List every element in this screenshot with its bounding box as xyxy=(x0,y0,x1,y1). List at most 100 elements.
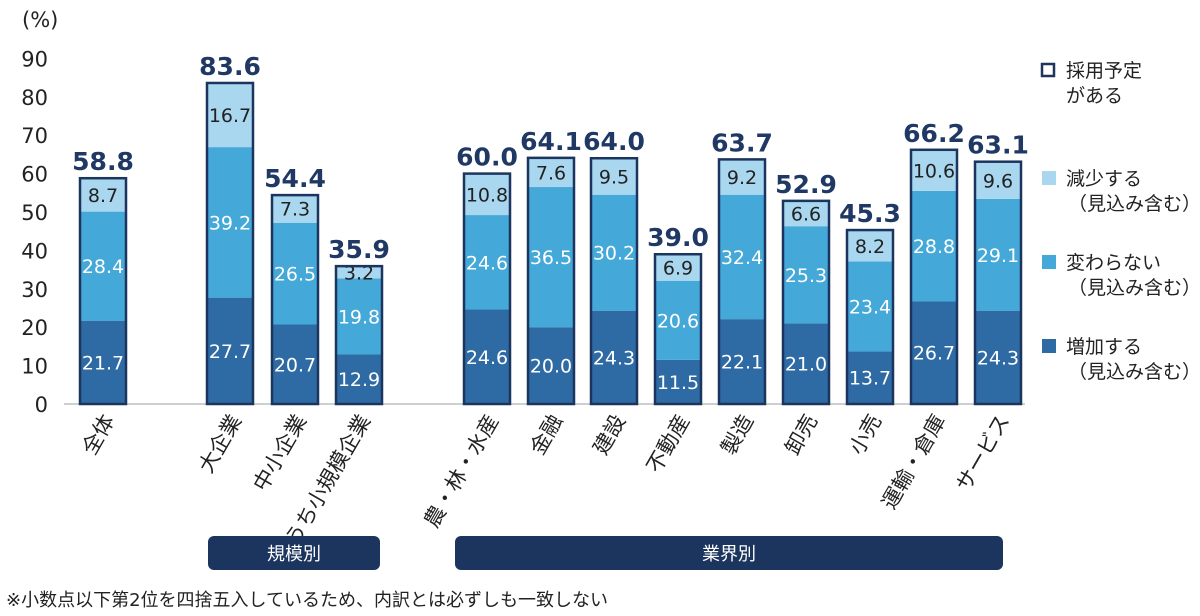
data-label: 29.1 xyxy=(977,245,1019,267)
bar-segment xyxy=(655,280,701,360)
data-label: 6.6 xyxy=(791,204,821,226)
bar-segment xyxy=(528,157,574,188)
bar-segment xyxy=(207,297,253,404)
total-outline xyxy=(78,176,128,406)
data-label: 10.6 xyxy=(913,161,955,183)
bar-segment xyxy=(80,320,126,404)
bar-segment xyxy=(783,226,829,324)
bar-segment xyxy=(847,230,893,262)
bar-segment xyxy=(528,327,574,404)
data-label: 24.3 xyxy=(593,347,635,369)
total-outline xyxy=(717,158,767,406)
bar-segment xyxy=(591,310,637,404)
data-label: 9.2 xyxy=(727,167,757,189)
bar-segment xyxy=(783,323,829,404)
y-tick-label: 20 xyxy=(21,316,48,340)
total-label: 54.4 xyxy=(264,164,326,193)
total-outline xyxy=(845,228,895,406)
data-label: 12.9 xyxy=(338,369,380,391)
category-label: 運輸・倉庫 xyxy=(877,411,950,514)
total-outline xyxy=(334,264,384,406)
y-tick-label: 40 xyxy=(21,239,48,263)
total-label: 35.9 xyxy=(328,235,390,264)
bar-segment xyxy=(719,159,765,195)
total-outline xyxy=(589,156,639,406)
category-label: サービス xyxy=(952,411,1015,496)
total-label: 58.8 xyxy=(72,147,134,176)
data-label: 6.9 xyxy=(663,257,693,279)
bar-segment xyxy=(272,194,318,223)
bar-segment xyxy=(847,261,893,352)
y-tick-label: 0 xyxy=(35,393,48,417)
category-label: 大企業 xyxy=(194,411,246,478)
total-outline xyxy=(270,193,320,406)
y-axis-unit: (%) xyxy=(22,8,58,32)
bar-segment xyxy=(272,324,318,404)
data-label: 9.6 xyxy=(983,171,1013,193)
bar-segment xyxy=(591,194,637,311)
bar-segment xyxy=(336,266,382,279)
data-label: 13.7 xyxy=(849,368,891,390)
bar-segment xyxy=(464,173,510,216)
footnote: ※小数点以下第2位を四捨五入しているため、内訳とは必ずしも一致しない xyxy=(6,590,608,611)
total-label: 63.1 xyxy=(967,131,1029,160)
bar-segment xyxy=(911,301,957,404)
total-outline xyxy=(526,156,576,406)
data-label: 20.0 xyxy=(530,356,572,378)
bar-segment xyxy=(655,254,701,281)
total-outline xyxy=(973,160,1023,406)
data-label: 26.7 xyxy=(913,343,955,365)
category-label: 建設 xyxy=(589,411,631,459)
total-label: 64.0 xyxy=(583,127,645,156)
y-tick-label: 90 xyxy=(21,47,48,71)
bar-segment xyxy=(975,310,1021,404)
bar-segment xyxy=(591,158,637,195)
legend-label: 増加する xyxy=(1066,336,1142,358)
bar-segment xyxy=(336,278,382,355)
legend-label: （見込み含む） xyxy=(1068,277,1200,299)
category-label: 小売 xyxy=(845,411,887,459)
category-label: 金融 xyxy=(526,411,568,459)
bar-segment xyxy=(80,211,126,321)
total-label: 63.7 xyxy=(711,128,773,157)
bar-segment xyxy=(655,359,701,404)
data-label: 10.8 xyxy=(466,184,508,206)
data-label: 27.7 xyxy=(209,341,251,363)
category-label: 卸売 xyxy=(781,411,823,459)
data-label: 26.5 xyxy=(274,264,316,286)
total-label: 83.6 xyxy=(199,52,261,81)
bar-segment xyxy=(272,222,318,325)
legend-swatch xyxy=(1042,255,1056,269)
data-label: 8.2 xyxy=(855,236,885,258)
category-label: 不動産 xyxy=(642,411,694,478)
total-label: 60.0 xyxy=(456,143,518,172)
bar-segment xyxy=(464,309,510,404)
data-label: 30.2 xyxy=(593,243,635,265)
data-label: 9.5 xyxy=(599,166,629,188)
bar-segment xyxy=(464,215,510,310)
group-label-industry: 業界別 xyxy=(455,536,1003,570)
legend-label: （見込み含む） xyxy=(1068,193,1200,215)
y-tick-label: 30 xyxy=(21,278,48,302)
bar-segment xyxy=(783,200,829,227)
group-label-size: 規模別 xyxy=(208,536,380,570)
data-label: 21.0 xyxy=(785,354,827,376)
total-label: 66.2 xyxy=(903,119,965,148)
data-label: 24.3 xyxy=(977,347,1019,369)
data-label: 24.6 xyxy=(466,347,508,369)
data-label: 22.1 xyxy=(721,352,763,374)
y-tick-label: 70 xyxy=(21,124,48,148)
category-label: 中小企業 xyxy=(249,411,312,496)
total-label: 39.0 xyxy=(647,223,709,252)
legend-swatch xyxy=(1042,339,1056,353)
data-label: 11.5 xyxy=(657,372,699,394)
legend-label: 採用予定 xyxy=(1066,60,1142,82)
total-outline xyxy=(462,172,512,406)
total-outline xyxy=(781,199,831,406)
data-label: 23.4 xyxy=(849,296,891,318)
category-label: 農・林・水産 xyxy=(420,411,504,532)
data-label: 19.8 xyxy=(338,306,380,328)
bar-segment xyxy=(719,319,765,404)
bar-segment xyxy=(207,147,253,298)
